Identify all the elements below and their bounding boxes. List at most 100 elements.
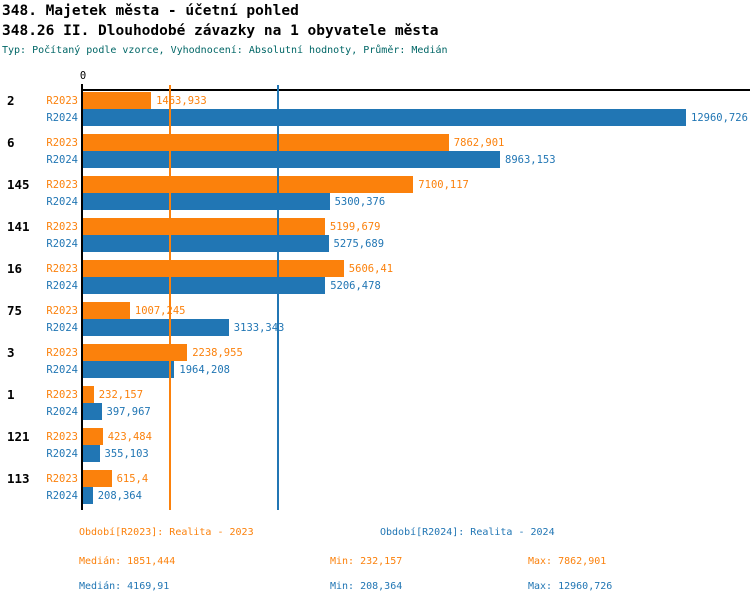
value-label: 2238,955 <box>192 346 243 359</box>
series-label: R2024 <box>46 489 78 502</box>
series-label: R2023 <box>46 94 78 107</box>
value-bar-r2023 <box>83 92 152 109</box>
bar-group: 3 R2023 2238,955 R2024 1964,208 <box>0 344 750 378</box>
value-label: 355,103 <box>104 447 149 460</box>
series-label: R2024 <box>46 153 78 166</box>
bar-row: R2024 208,364 <box>0 487 750 504</box>
value-label: 397,967 <box>106 405 151 418</box>
value-bar-r2023 <box>83 260 344 277</box>
bar-group: 113 R2023 615,4 R2024 208,364 <box>0 470 750 504</box>
y-axis-line <box>81 84 83 510</box>
value-label: 615,4 <box>116 472 149 485</box>
value-bar-r2024 <box>83 109 686 126</box>
bar-row: 16 R2023 5606,41 <box>0 260 750 277</box>
series-label: R2024 <box>46 405 78 418</box>
value-bar-r2024 <box>83 193 330 210</box>
series-label: R2024 <box>46 237 78 250</box>
series-label: R2024 <box>46 279 78 292</box>
bar-row: 121 R2023 423,484 <box>0 428 750 445</box>
series-label: R2024 <box>46 195 78 208</box>
bar-row: 141 R2023 5199,679 <box>0 218 750 235</box>
value-label: 8963,153 <box>505 153 556 166</box>
bar-row: R2024 355,103 <box>0 445 750 462</box>
bar-group: 1 R2023 232,157 R2024 397,967 <box>0 386 750 420</box>
bar-row: 113 R2023 615,4 <box>0 470 750 487</box>
bar-group: 6 R2023 7862,901 R2024 8963,153 <box>0 134 750 168</box>
bar-row: R2024 5275,689 <box>0 235 750 252</box>
value-label: 1007,245 <box>134 304 186 317</box>
bar-row: R2024 8963,153 <box>0 151 750 168</box>
bar-chart: 0 2 R2023 1463,933 R2024 12960,726 6 R2023 7862… <box>0 70 750 512</box>
stat-max-r2024: Max: 12960,726 <box>528 581 613 592</box>
category-label: 75 <box>7 303 23 318</box>
value-bar-r2023 <box>83 176 414 193</box>
value-label: 423,484 <box>107 430 152 443</box>
value-bar-r2024 <box>83 319 229 336</box>
value-label: 5606,41 <box>348 262 394 275</box>
value-label: 5199,679 <box>329 220 381 233</box>
value-bar-r2023 <box>83 470 112 487</box>
bar-row: 75 R2023 1007,245 <box>0 302 750 319</box>
value-label: 208,364 <box>97 489 142 502</box>
stat-min-r2023: Min: 232,157 <box>330 556 403 567</box>
value-bar-r2024 <box>83 403 102 420</box>
stat-min-r2024: Min: 208,364 <box>330 581 403 592</box>
bar-row: R2024 1964,208 <box>0 361 750 378</box>
value-label: 5300,376 <box>334 195 386 208</box>
bar-group: 75 R2023 1007,245 R2024 3133,343 <box>0 302 750 336</box>
bar-row: 145 R2023 7100,117 <box>0 176 750 193</box>
series-label: R2023 <box>46 304 78 317</box>
value-label: 3133,343 <box>233 321 285 334</box>
bar-row: 3 R2023 2238,955 <box>0 344 750 361</box>
category-label: 2 <box>7 93 15 108</box>
bar-row: R2024 5206,478 <box>0 277 750 294</box>
category-label: 1 <box>7 387 15 402</box>
bar-row: R2024 397,967 <box>0 403 750 420</box>
bar-row: R2024 3133,343 <box>0 319 750 336</box>
median-line-r2024 <box>277 85 279 510</box>
plot-area: 2 R2023 1463,933 R2024 12960,726 6 R2023 7862,9… <box>0 92 750 512</box>
series-label: R2023 <box>46 430 78 443</box>
bar-group: 2 R2023 1463,933 R2024 12960,726 <box>0 92 750 126</box>
value-bar-r2024 <box>83 235 329 252</box>
series-label: R2023 <box>46 220 78 233</box>
value-bar-r2024 <box>83 445 100 462</box>
series-label: R2023 <box>46 262 78 275</box>
value-bar-r2024 <box>83 151 500 168</box>
series-label: R2023 <box>46 472 78 485</box>
page-title: 348. Majetek města - účetní pohled <box>2 3 299 19</box>
bar-row: 2 R2023 1463,933 <box>0 92 750 109</box>
bar-row: 6 R2023 7862,901 <box>0 134 750 151</box>
chart-title: 348.26 II. Dlouhodobé závazky na 1 obyva… <box>2 23 439 39</box>
value-label: 7862,901 <box>453 136 505 149</box>
series-label: R2024 <box>46 447 78 460</box>
bar-row: 1 R2023 232,157 <box>0 386 750 403</box>
series-label: R2023 <box>46 178 78 191</box>
series-label: R2024 <box>46 363 78 376</box>
bar-group: 145 R2023 7100,117 R2024 5300,376 <box>0 176 750 210</box>
median-line-r2023 <box>169 85 172 510</box>
value-label: 1463,933 <box>156 94 207 107</box>
x-axis-zero-tick-label: 0 <box>79 70 87 82</box>
category-label: 6 <box>7 135 15 150</box>
value-label: 5275,689 <box>333 237 385 250</box>
series-label: R2023 <box>46 346 78 359</box>
category-label: 141 <box>7 219 30 234</box>
series-label: R2023 <box>46 136 78 149</box>
series-label: R2024 <box>46 321 78 334</box>
category-label: 3 <box>7 345 15 360</box>
value-bar-r2023 <box>83 134 449 151</box>
category-label: 16 <box>7 261 23 276</box>
value-label: 12960,726 <box>691 111 748 124</box>
bar-group: 121 R2023 423,484 R2024 355,103 <box>0 428 750 462</box>
stat-median-r2024: Medián: 4169,91 <box>79 581 170 592</box>
category-label: 113 <box>7 471 30 486</box>
value-bar-r2023 <box>83 386 94 403</box>
series-label: R2023 <box>46 388 78 401</box>
value-label: 232,157 <box>98 388 144 401</box>
value-bar-r2023 <box>83 302 130 319</box>
value-bar-r2023 <box>83 344 188 361</box>
value-bar-r2024 <box>83 487 93 504</box>
x-axis-top-line <box>82 89 750 91</box>
value-bar-r2024 <box>83 277 326 294</box>
